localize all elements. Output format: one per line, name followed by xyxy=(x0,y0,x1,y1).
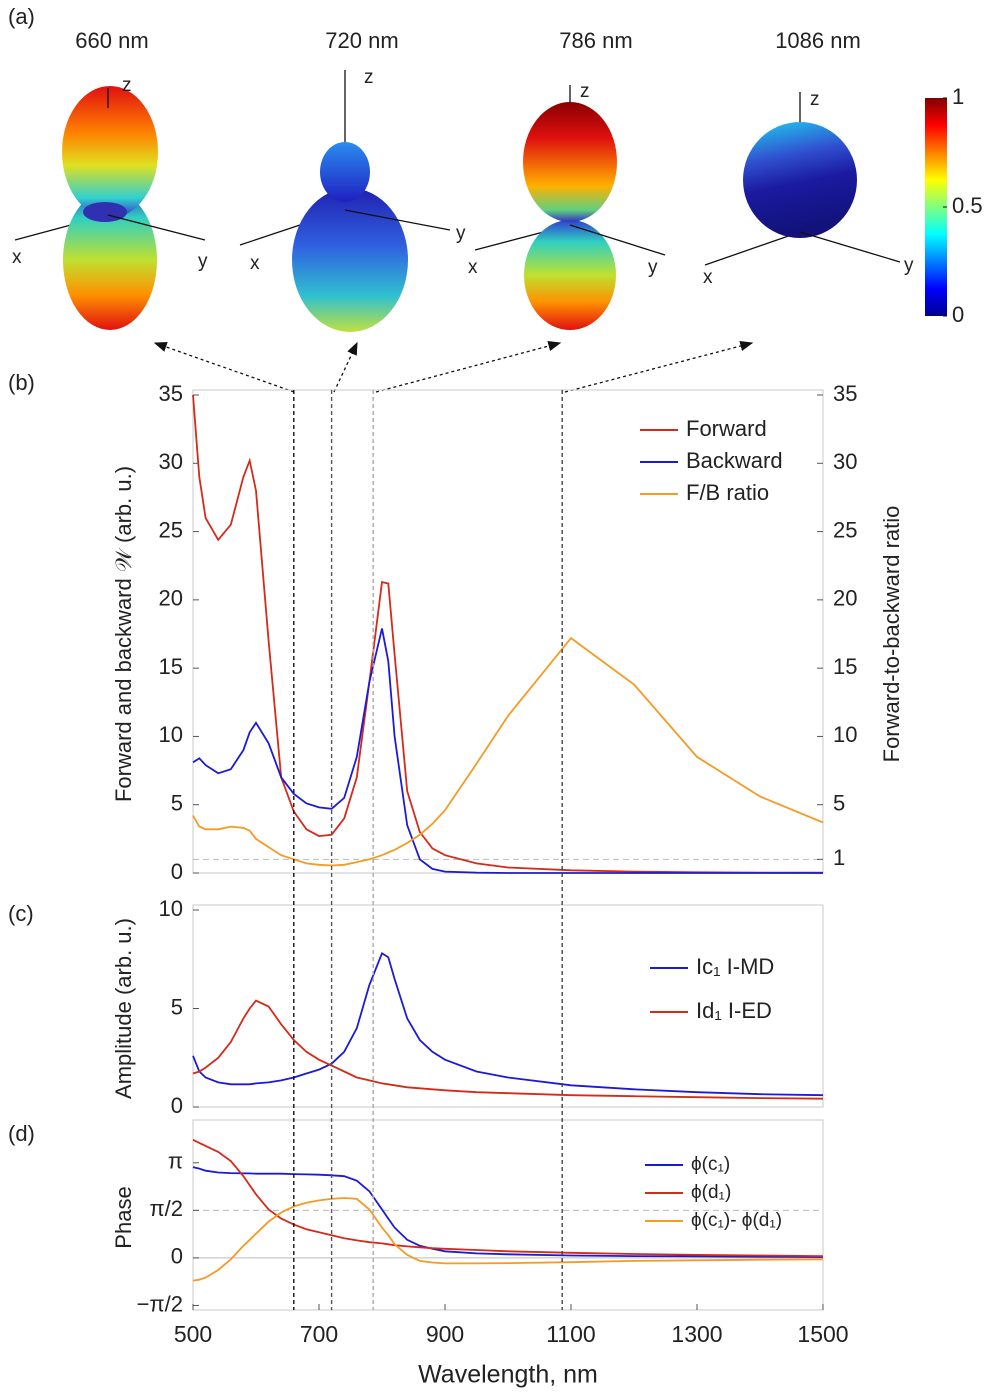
axis-name: y xyxy=(456,223,466,244)
y-axis-label: Forward and backward 𝒲 (arb. u.) xyxy=(111,466,136,802)
series-line xyxy=(192,1197,824,1282)
y2-tick-label: 30 xyxy=(833,449,857,474)
axis-name: x xyxy=(468,257,478,278)
y-tick-label: π/2 xyxy=(149,1196,183,1221)
axis-name: z xyxy=(364,67,374,88)
y-tick-label: 10 xyxy=(159,722,183,747)
y-tick-label: 25 xyxy=(159,517,183,542)
pattern-title: 720 nm xyxy=(325,28,398,53)
legend-label: Id₁ I-ED xyxy=(696,998,772,1023)
axis-name: y xyxy=(198,251,208,272)
y-tick-label: 15 xyxy=(159,654,183,679)
y-axis-label: Amplitude (arb. u.) xyxy=(111,918,136,1099)
y-tick-label: 35 xyxy=(159,381,183,406)
radiation-pattern xyxy=(239,70,451,332)
y-tick-label: 5 xyxy=(171,791,183,816)
y2-tick-label: 10 xyxy=(833,722,857,747)
colorbar-tick-label: 0 xyxy=(952,302,964,327)
colorbar xyxy=(925,98,947,316)
series-line xyxy=(192,951,824,1097)
x-tick-label: 1500 xyxy=(797,1321,848,1347)
y2-tick-label: 25 xyxy=(833,517,857,542)
y-tick-label: 20 xyxy=(159,586,183,611)
legend-label: ϕ(d₁) xyxy=(691,1182,731,1203)
y2-tick-label: 5 xyxy=(833,791,845,816)
axis-name: x xyxy=(250,253,260,274)
axis-name: x xyxy=(703,267,713,288)
y-tick-label: 0 xyxy=(171,859,183,884)
x-tick-label: 900 xyxy=(426,1321,464,1347)
y-tick-label: 0 xyxy=(171,1244,183,1269)
pattern-title: 786 nm xyxy=(559,28,632,53)
series-line xyxy=(192,999,824,1100)
radiation-pattern xyxy=(704,92,901,266)
plot-frame xyxy=(192,904,824,1108)
colorbar-tick-label: 0.5 xyxy=(952,193,983,218)
colorbar-tick-label: 1 xyxy=(952,84,964,109)
x-tick-label: 1300 xyxy=(671,1321,722,1347)
y2-axis-label: Forward-to-backward ratio xyxy=(879,506,904,763)
series-line xyxy=(192,636,824,867)
x-tick-label: 500 xyxy=(174,1321,212,1347)
legend-label: ϕ(c₁)- ϕ(d₁) xyxy=(691,1210,782,1231)
series-line xyxy=(192,394,824,874)
panel-label: (c) xyxy=(8,901,34,926)
y2-tick-label: 20 xyxy=(833,586,857,611)
x-tick-label: 1100 xyxy=(546,1321,595,1347)
legend-label: ϕ(c₁) xyxy=(691,1154,730,1175)
y-axis-label: Phase xyxy=(111,1186,136,1248)
x-axis-label: Wavelength, nm xyxy=(418,1361,598,1389)
panel-label: (d) xyxy=(8,1121,35,1146)
series-line xyxy=(192,1166,824,1258)
connector-arrow xyxy=(153,340,754,393)
y2-tick-label: 15 xyxy=(833,654,857,679)
y-tick-label: π xyxy=(168,1149,183,1174)
series-line xyxy=(192,628,823,874)
y-tick-label: 10 xyxy=(159,896,183,921)
legend-label: Backward xyxy=(686,448,783,473)
legend-label: F/B ratio xyxy=(686,480,769,505)
y-tick-label: 30 xyxy=(159,449,183,474)
panel-label: (a) xyxy=(8,4,35,29)
y-tick-label: 5 xyxy=(171,994,183,1019)
axis-name: x xyxy=(12,247,22,268)
y-tick-label: −π/2 xyxy=(137,1291,183,1316)
axis-name: z xyxy=(580,81,590,102)
y2-tick-label: 35 xyxy=(833,381,857,406)
plot-frame xyxy=(192,1119,824,1311)
series-line xyxy=(192,1138,824,1257)
axis-name: y xyxy=(904,255,914,276)
y-tick-label: 0 xyxy=(171,1093,183,1118)
y2-tick-label: 1 xyxy=(833,845,845,870)
x-tick-label: 700 xyxy=(300,1321,338,1347)
axis-name: y xyxy=(648,257,658,278)
radiation-pattern xyxy=(14,86,206,330)
legend-label: Forward xyxy=(686,416,767,441)
panel-label: (b) xyxy=(8,370,35,395)
radiation-pattern xyxy=(474,85,666,330)
legend-label: Ic₁ I-MD xyxy=(696,954,774,979)
pattern-title: 1086 nm xyxy=(775,28,861,53)
pattern-title: 660 nm xyxy=(75,28,148,53)
axis-name: z xyxy=(810,89,820,110)
axis-name: z xyxy=(122,75,132,96)
